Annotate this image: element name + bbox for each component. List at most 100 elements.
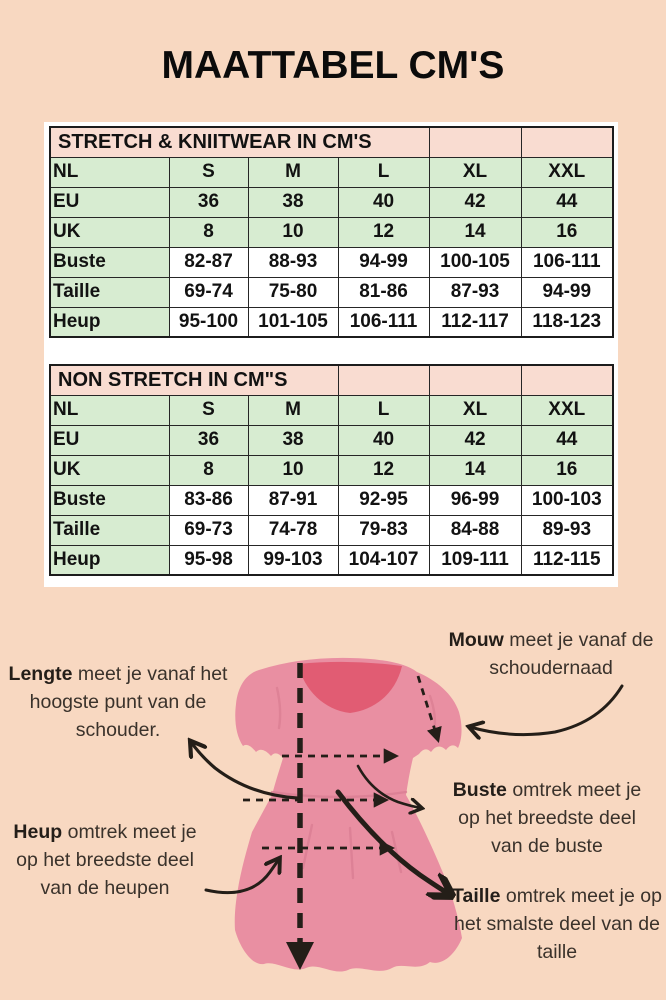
cell-value: 8 — [168, 454, 249, 486]
row-label: Taille — [49, 514, 170, 546]
cell-value: 118-123 — [520, 306, 614, 338]
cell-value: 75-80 — [247, 276, 339, 308]
table-row: NL S M L XL XXL — [49, 394, 614, 426]
dress-illustration — [0, 657, 624, 972]
cell-value: 69-74 — [168, 276, 249, 308]
lengte-arrow — [191, 742, 299, 800]
cell-value: 94-99 — [337, 246, 430, 278]
cell-value: 36 — [168, 424, 249, 456]
row-label: EU — [49, 424, 170, 456]
row-label: UK — [49, 454, 170, 486]
row-label: UK — [49, 216, 170, 248]
row-label: NL — [49, 156, 170, 188]
table-row: Buste 83-86 87-91 92-95 96-99 100-103 — [49, 484, 614, 516]
stretch-knitwear-table: STRETCH & KNIITWEAR IN CM'S NL S M L XL XXL EU 3… — [49, 126, 615, 338]
cell-value: 12 — [337, 454, 430, 486]
table-row: Heup 95-100 101-105 106-111 112-117 118-123 — [49, 306, 614, 338]
cell-value: 100-105 — [428, 246, 522, 278]
cell-value: 112-115 — [520, 544, 614, 576]
heup-annotation: Heup omtrek meet je op het breedste deel… — [13, 821, 197, 899]
cell-value: 109-111 — [428, 544, 522, 576]
cell-value: S — [168, 156, 249, 188]
row-label: Buste — [49, 246, 170, 278]
cell-value: 106-111 — [520, 246, 614, 278]
row-label: EU — [49, 186, 170, 218]
cell-value: 42 — [428, 186, 522, 218]
cell-value: 42 — [428, 424, 522, 456]
table-row: NL S M L XL XXL — [49, 156, 614, 188]
table-row: Taille 69-74 75-80 81-86 87-93 94-99 — [49, 276, 614, 308]
size-guide-diagram — [0, 570, 666, 1000]
cell-value: 95-100 — [168, 306, 249, 338]
dress-body — [234, 657, 462, 972]
row-label: NL — [49, 394, 170, 426]
cell-value: 36 — [168, 186, 249, 218]
cell-value: 89-93 — [520, 514, 614, 546]
cell-value: 8 — [168, 216, 249, 248]
cell-value: 14 — [428, 454, 522, 486]
cell-value: 101-105 — [247, 306, 339, 338]
row-label: Heup — [49, 544, 170, 576]
mouw-arrow — [470, 684, 624, 735]
taille-annotation: Taille omtrek meet je op het smalste dee… — [452, 885, 662, 963]
dress-neckline — [298, 661, 402, 713]
table-title: STRETCH & KNIITWEAR IN CM'S — [49, 126, 430, 158]
cell-value: 40 — [337, 424, 430, 456]
cell-value: XL — [428, 156, 522, 188]
cell-value: 99-103 — [247, 544, 339, 576]
cell-value: 38 — [247, 424, 339, 456]
cell-value: 87-91 — [247, 484, 339, 516]
length-arrowhead — [286, 942, 314, 970]
mouw-annotation: Mouw meet je vanaf de schoudernaad — [448, 629, 654, 679]
cell-value: XXL — [520, 394, 614, 426]
cell-value: 12 — [337, 216, 430, 248]
cell-value: 112-117 — [428, 306, 522, 338]
cell-value: 16 — [520, 454, 614, 486]
cell-value: 104-107 — [337, 544, 430, 576]
cell-value: L — [337, 394, 430, 426]
table-row: Heup 95-98 99-103 104-107 109-111 112-115 — [49, 544, 614, 576]
table-row: UK 8 10 12 14 16 — [49, 216, 614, 248]
cell-value: 10 — [247, 216, 339, 248]
cell-value: 69-73 — [168, 514, 249, 546]
row-label: Heup — [49, 306, 170, 338]
cell-value: XXL — [520, 156, 614, 188]
table-title: NON STRETCH IN CM"S — [49, 364, 339, 396]
cell-value: 88-93 — [247, 246, 339, 278]
table-row: EU 36 38 40 42 44 — [49, 424, 614, 456]
cell-value: 38 — [247, 186, 339, 218]
cell-value: 44 — [520, 424, 614, 456]
cell-value: 83-86 — [168, 484, 249, 516]
row-label: Taille — [49, 276, 170, 308]
cell-value: 16 — [520, 216, 614, 248]
cell-value: 10 — [247, 454, 339, 486]
cell-value: 81-86 — [337, 276, 430, 308]
table-row: EU 36 38 40 42 44 — [49, 186, 614, 218]
heup-arrow — [204, 859, 279, 895]
cell-value: 40 — [337, 186, 430, 218]
non-stretch-table: NON STRETCH IN CM"S NL S M L XL XXL EU 36 38 40 42 4… — [49, 364, 615, 576]
cell-value: 79-83 — [337, 514, 430, 546]
cell-value: XL — [428, 394, 522, 426]
cell-value: 14 — [428, 216, 522, 248]
cell-value: 87-93 — [428, 276, 522, 308]
taille-arrow — [335, 789, 449, 894]
sleeve-measure-line — [416, 675, 442, 743]
cell-value: 84-88 — [428, 514, 522, 546]
table-row: Buste 82-87 88-93 94-99 100-105 106-111 — [49, 246, 614, 278]
cell-value: 94-99 — [520, 276, 614, 308]
cell-value: 92-95 — [337, 484, 430, 516]
lengte-annotation: Lengte meet je vanaf het hoogste punt va… — [8, 663, 228, 741]
cell-value: S — [168, 394, 249, 426]
cell-value: 106-111 — [337, 306, 430, 338]
buste-annotation: Buste omtrek meet je op het breedste dee… — [452, 779, 642, 857]
cell-value: 96-99 — [428, 484, 522, 516]
row-label: Buste — [49, 484, 170, 516]
tables-sheet: STRETCH & KNIITWEAR IN CM'S NL S M L XL XXL EU 3… — [44, 122, 618, 587]
cell-value: 100-103 — [520, 484, 614, 516]
cell-value: M — [247, 394, 339, 426]
table-row: UK 8 10 12 14 16 — [49, 454, 614, 486]
cell-value: 74-78 — [247, 514, 339, 546]
cell-value: M — [247, 156, 339, 188]
